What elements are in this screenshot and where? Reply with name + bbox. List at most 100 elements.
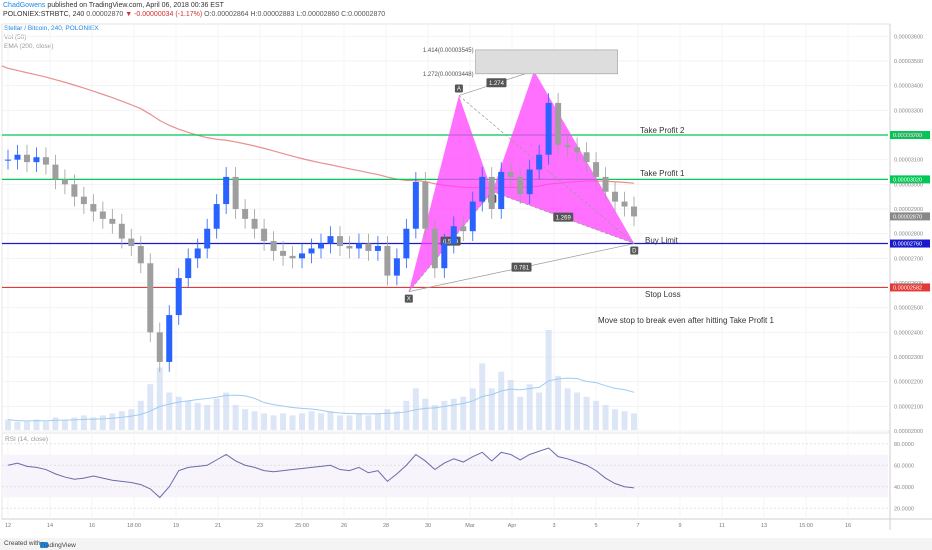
axes-labels: 0.00003600 0.00003500 0.00003400 0.00003300… xyxy=(5,34,923,529)
candle-body xyxy=(308,248,315,254)
time-tick-label: 11 xyxy=(719,523,725,529)
candle-body xyxy=(80,196,87,205)
volume-bar xyxy=(488,388,495,430)
volume-bar xyxy=(166,392,173,430)
candle-body xyxy=(374,246,381,251)
price-tick-label: 0.00003600 xyxy=(894,34,923,40)
price-tick-label: 0.00002500 xyxy=(894,306,923,312)
candle-body xyxy=(602,176,609,192)
candle-body xyxy=(564,144,571,148)
volume-bar xyxy=(318,413,324,430)
volume-bar xyxy=(80,415,87,430)
candle-body xyxy=(251,218,258,229)
candle-body xyxy=(460,226,467,232)
volume-ma-line xyxy=(7,377,635,422)
candle-body xyxy=(336,236,343,246)
rsi-tick-label: 20.0000 xyxy=(894,506,914,512)
price-tick-label: 0.00003300 xyxy=(894,108,923,114)
chart-canvas[interactable]: 0.00003200 0.00003020 0.00002870 0.00002760… xyxy=(0,0,932,538)
candle-body xyxy=(412,181,419,229)
ratio-ac-label-badge xyxy=(486,78,507,88)
volume-bar xyxy=(71,417,78,430)
pattern-ad-dashed xyxy=(458,95,635,244)
volume-bar xyxy=(517,396,524,430)
price-tick-label: 0.00002400 xyxy=(894,330,923,336)
legend-series-title[interactable]: Stellar / Bitcoin, 240, POLONIEX xyxy=(4,25,99,32)
price-tick-label: 0.00003500 xyxy=(894,59,923,65)
candle-body xyxy=(631,206,637,217)
volume-bar xyxy=(593,400,600,430)
fib-level-1272: 1.272(0.00003448) xyxy=(423,72,474,78)
price-tick-label: 0.00002600 xyxy=(894,281,923,287)
volume-bar xyxy=(118,411,125,430)
volume-bar xyxy=(631,413,637,430)
rsi-legend[interactable]: RSI (14, close) xyxy=(5,436,48,443)
fib-extension-box xyxy=(475,49,618,75)
volume-bar xyxy=(23,421,30,430)
candle-body xyxy=(517,176,524,195)
price-tick-label: 0.00003400 xyxy=(894,84,923,90)
volume-bar xyxy=(384,409,391,430)
candle-body xyxy=(384,246,391,276)
volume-bar xyxy=(327,411,334,430)
candle-body xyxy=(612,191,619,202)
candle-body xyxy=(365,243,372,251)
volume-bar xyxy=(441,400,448,430)
indicator-legend: Stellar / Bitcoin, 240, POLONIEX Vol (50… xyxy=(4,24,99,51)
legend-ema[interactable]: EMA (200, close) xyxy=(4,43,54,50)
time-tick-label: 3 xyxy=(552,523,555,529)
take-profit-1-label: Take Profit 1 xyxy=(640,169,685,178)
volume-bar xyxy=(128,409,135,430)
candle-body xyxy=(583,152,590,163)
created-with-text: Created with xyxy=(4,540,41,547)
volume-bar xyxy=(90,417,97,430)
volume-bar xyxy=(336,415,343,430)
candle-body xyxy=(299,253,306,259)
volume-bar xyxy=(374,413,381,430)
time-tick-label: 23 xyxy=(257,523,263,529)
price-tick-label: 0.00002300 xyxy=(894,355,923,361)
volume-bar xyxy=(185,400,192,430)
price-tick-label: 0.00002200 xyxy=(894,380,923,386)
price-tick-label: 0.00003000 xyxy=(894,182,923,188)
price-tick-label: 0.00003200 xyxy=(894,133,923,139)
candle-body xyxy=(621,201,628,207)
ratio-xd-label-badge xyxy=(511,262,532,272)
ratio-xd-label: 0.781 xyxy=(514,266,530,272)
change-text: ▼ -0.00000034 (-1.17%) xyxy=(125,11,203,18)
time-tick-label: 13 xyxy=(761,523,767,529)
volume-bar xyxy=(469,388,476,430)
candles xyxy=(5,93,637,372)
tradingview-logo-icon xyxy=(40,542,48,548)
candle-body xyxy=(593,162,600,177)
candle-body xyxy=(175,278,182,316)
chart-header: ChadGowens published on TradingView.com,… xyxy=(0,0,932,22)
price-badge-label: 0.00002582 xyxy=(893,285,922,291)
candle-body xyxy=(242,209,249,219)
candle-body xyxy=(488,176,495,209)
time-tick-label: 12 xyxy=(5,523,11,529)
price-tick-label: 0.00002000 xyxy=(894,429,923,435)
price-tick-label: 0.00002900 xyxy=(894,207,923,213)
candle-body xyxy=(109,218,116,224)
candle-body xyxy=(450,226,457,244)
rsi-tick-label: 60.0000 xyxy=(894,463,914,469)
volume-bar xyxy=(612,409,619,430)
price-tick-label: 0.00002100 xyxy=(894,404,923,410)
legend-volume[interactable]: Vol (50) xyxy=(4,34,27,41)
ratio-bd-label: 1.269 xyxy=(556,216,572,222)
candle-body xyxy=(118,223,125,239)
ratio-bd-label-badge xyxy=(553,212,574,222)
author-name[interactable]: ChadGowens xyxy=(3,2,46,9)
candle-body xyxy=(156,332,163,362)
candle-body xyxy=(147,263,154,333)
buy-limit-label: Buy Limit xyxy=(645,236,679,245)
time-tick-label: 14 xyxy=(47,523,53,529)
candle-body xyxy=(99,211,106,219)
pattern-triangle-xab xyxy=(408,95,493,292)
candle-body xyxy=(536,154,543,170)
volume-bar xyxy=(213,398,220,430)
candle-body xyxy=(23,154,30,163)
candle-body xyxy=(393,258,400,276)
ohlc-text: O:0.00002864 H:0.00002883 L:0.00002860 C… xyxy=(204,11,386,18)
